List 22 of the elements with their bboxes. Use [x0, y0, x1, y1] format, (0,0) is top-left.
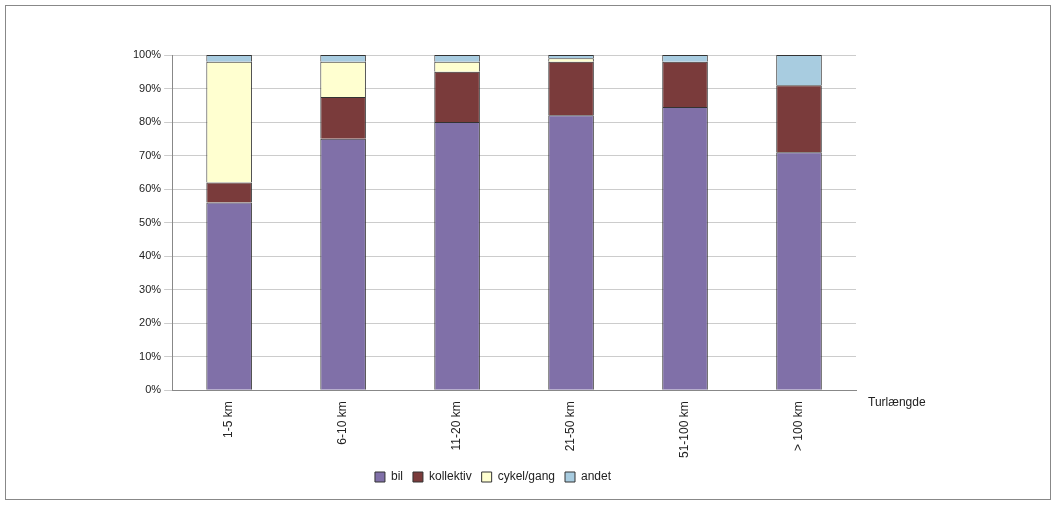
- y-tick-label: 90%: [139, 81, 162, 94]
- y-tick-label: 70%: [139, 148, 162, 161]
- x-tick-label: 1-5 km: [221, 401, 236, 438]
- y-tick-label: 50%: [139, 215, 162, 228]
- legend-label: andet: [581, 469, 612, 484]
- x-tick-label: > 100 km: [791, 401, 806, 452]
- x-axis-title: Turlængde: [868, 394, 926, 409]
- y-tick-label: 100%: [132, 48, 162, 61]
- y-tick-label: 40%: [139, 249, 162, 262]
- y-tick-label: 0%: [145, 383, 162, 396]
- legend-label: bil: [390, 469, 403, 484]
- y-tick-label: 20%: [139, 316, 162, 329]
- legend-label: kollektiv: [428, 469, 472, 484]
- y-tick-label: 30%: [139, 282, 162, 295]
- y-tick-label: 10%: [139, 349, 162, 362]
- y-tick-label: 80%: [139, 115, 162, 128]
- legend-label: cykel/gang: [497, 469, 556, 484]
- x-tick-label: 21-50 km: [563, 401, 578, 452]
- x-tick-label: 6-10 km: [335, 401, 350, 445]
- x-tick-label: 11-20 km: [449, 401, 464, 451]
- y-tick-label: 60%: [139, 182, 162, 195]
- x-tick-label: 51-100 km: [677, 401, 692, 459]
